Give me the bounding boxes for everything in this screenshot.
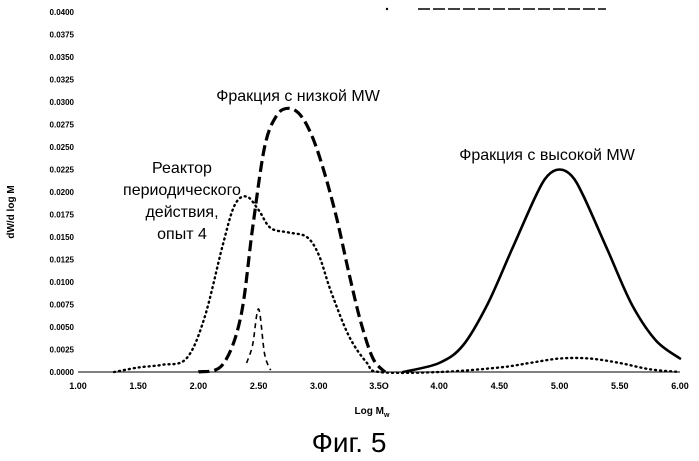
y-tick-label: 0.0200 [50, 188, 75, 197]
y-tick-label: 0.0275 [50, 121, 75, 130]
series-line-dashed-thin [247, 309, 271, 370]
x-tick-label: 1.00 [69, 381, 87, 391]
x-tick-label: 4.50 [491, 381, 509, 391]
x-tick-label: 1.50 [129, 381, 147, 391]
y-tick-label: 0.0325 [50, 76, 75, 85]
annotation-high-mw: Фракция с высокой MW [459, 147, 635, 164]
x-axis-title: Log Mw [355, 406, 390, 419]
y-tick-label: 0.0050 [50, 323, 75, 332]
x-tick-label: 4.00 [430, 381, 448, 391]
y-tick-label: 0.0175 [50, 211, 75, 220]
y-tick-label: 0.0350 [50, 53, 75, 62]
series-line-solid [403, 170, 680, 373]
x-tick-label: 3.5O [369, 381, 389, 391]
y-axis-ticks: 0.0000 0.0025 0.0050 0.0075 0.0100 0.0125 0.01… [50, 8, 75, 377]
y-tick-label: 0.0125 [50, 256, 75, 265]
y-axis-title: dW/d log M [6, 185, 17, 238]
top-artifact-dot [386, 8, 388, 10]
annotation-low-mw: Фракция с низкой MW [216, 88, 381, 105]
y-tick-label: 0.0025 [50, 346, 75, 355]
annotation-batch-line4: опыт 4 [157, 226, 207, 243]
y-tick-label: 0.0100 [50, 278, 75, 287]
x-tick-label: 3.00 [310, 381, 328, 391]
annotation-batch-line1: Реактор [152, 160, 212, 177]
y-tick-label: 0.0075 [50, 301, 75, 310]
figure-caption: Фиг. 5 [312, 427, 387, 458]
y-tick-label: 0.0225 [50, 166, 75, 175]
x-tick-label: 6.00 [671, 381, 689, 391]
annotation-batch-line2: периодического [123, 182, 241, 199]
x-axis-ticks: 1.00 1.50 2.00 2.50 3.00 3.5O 4.00 4.50 5.00 5.50… [69, 381, 689, 391]
y-tick-label: 0.0400 [50, 8, 75, 17]
y-tick-label: 0.0300 [50, 98, 75, 107]
series-line-dashed-thick [198, 108, 385, 372]
annotation-batch-line3: действия, [145, 204, 218, 221]
y-tick-label: 0.0250 [50, 143, 75, 152]
x-tick-label: 5.00 [551, 381, 569, 391]
y-tick-label: 0.0375 [50, 31, 75, 40]
x-tick-label: 2.00 [190, 381, 208, 391]
chart: 0.0000 0.0025 0.0050 0.0075 0.0100 0.0125 0.01… [0, 0, 699, 461]
y-tick-label: 0.0000 [50, 368, 75, 377]
x-tick-label: 5.50 [611, 381, 629, 391]
x-tick-label: 2.50 [250, 381, 268, 391]
y-tick-label: 0.0150 [50, 233, 75, 242]
